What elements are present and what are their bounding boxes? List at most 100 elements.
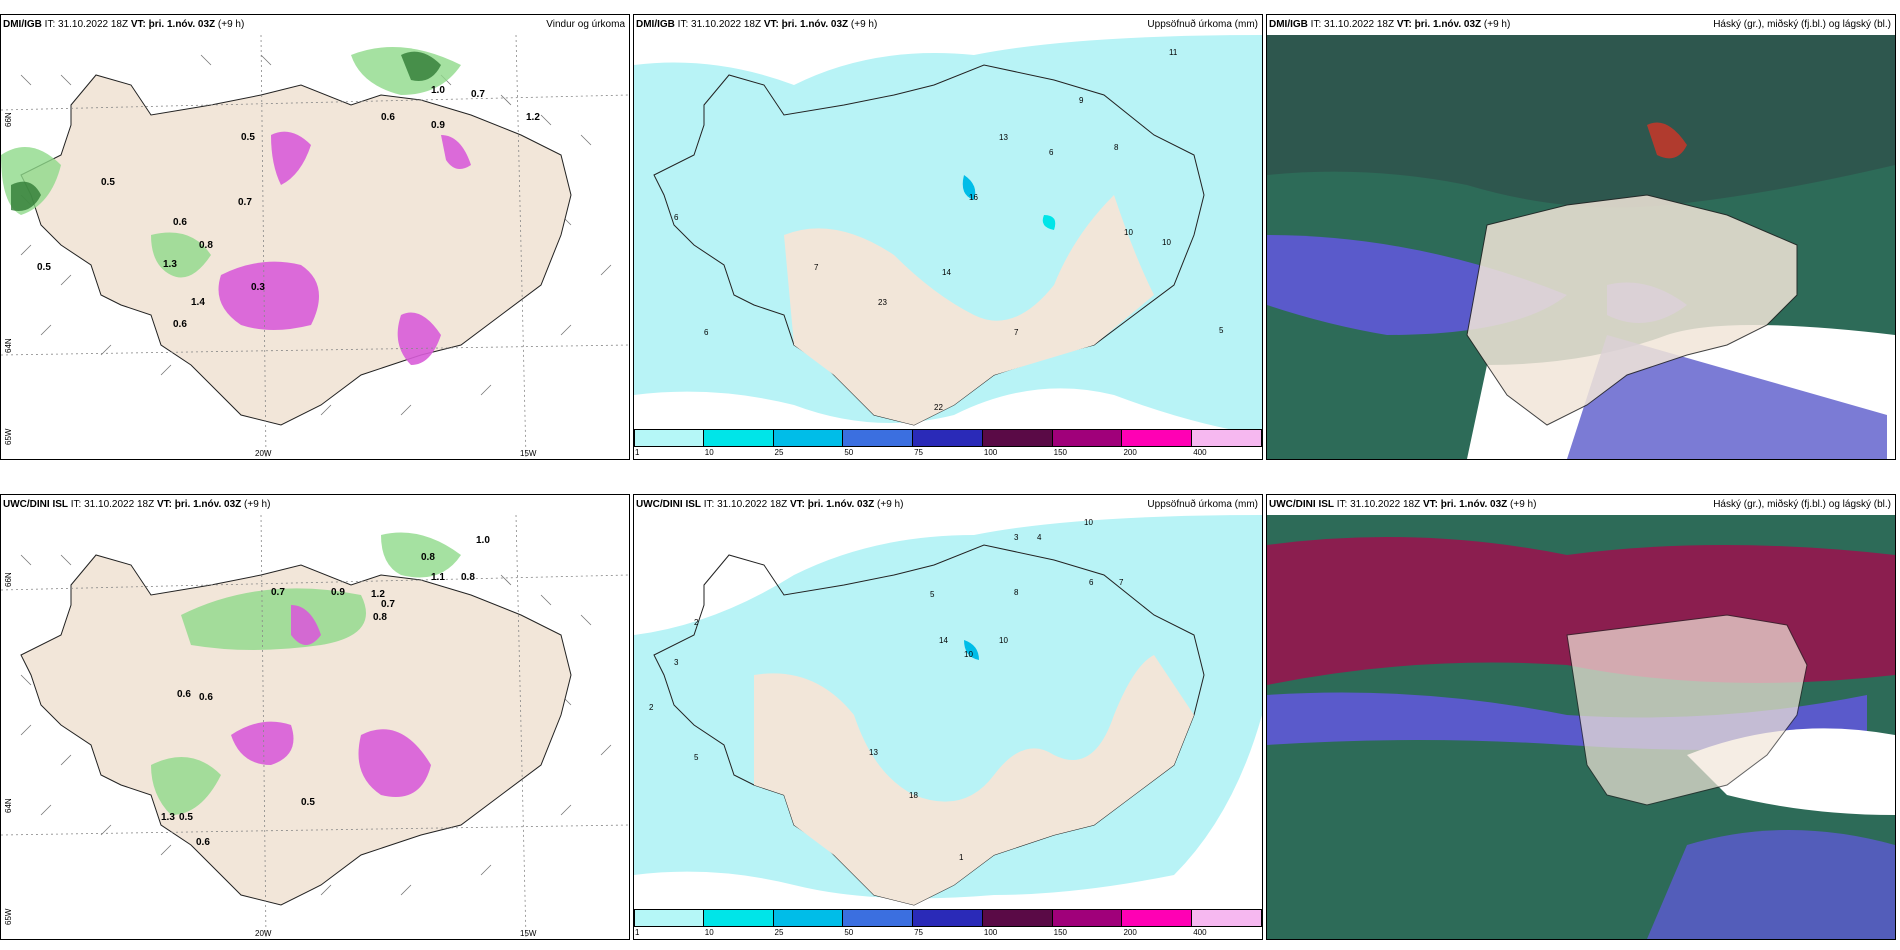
- colorbar-tick-label: 400: [1193, 928, 1207, 937]
- svg-text:5: 5: [930, 590, 935, 599]
- accum-precip-map: 10 3 4 6 7 8 5 14 10 10 13 2 3 2 5 18 1: [634, 515, 1262, 939]
- colorbar-swatch: [1122, 429, 1193, 447]
- cloud-cover-map: [1267, 515, 1895, 939]
- svg-text:3: 3: [674, 658, 679, 667]
- valid-time: þri. 1.nóv. 03Z: [148, 19, 216, 30]
- svg-text:22: 22: [934, 403, 943, 412]
- svg-text:0.5: 0.5: [37, 262, 51, 273]
- svg-text:6: 6: [1049, 148, 1054, 157]
- valid-time: þri. 1.nóv. 03Z: [781, 19, 849, 30]
- colorbar-tick-label: 75: [914, 448, 924, 457]
- lon-label-15w: 15W: [520, 449, 537, 458]
- init-time: 31.10.2022 18Z: [717, 499, 788, 510]
- init-time: 31.10.2022 18Z: [58, 19, 129, 30]
- panel-title: Vindur og úrkoma: [546, 19, 625, 30]
- panel-header: UWC/DINI ISL IT: 31.10.2022 18Z VT: þri.…: [1, 495, 629, 515]
- svg-text:0.6: 0.6: [199, 692, 213, 703]
- iceland-land: [1566, 614, 1808, 806]
- init-time: 31.10.2022 18Z: [1324, 19, 1395, 30]
- colorbar-tick-label: 200: [1123, 448, 1137, 457]
- panel-header: DMI/IGB IT: 31.10.2022 18Z VT: þri. 1.nó…: [1267, 15, 1895, 35]
- precip-value-labels: 11 13 9 8 6 16 6 7 10 10 14 23 6 7 5 22 …: [674, 48, 1224, 447]
- svg-text:0.6: 0.6: [196, 837, 210, 848]
- colorbar-tick-label: 25: [774, 448, 784, 457]
- svg-text:0.7: 0.7: [381, 599, 395, 610]
- colorbar-swatch: [634, 429, 704, 447]
- colorbar-tick-label: 75: [914, 928, 924, 937]
- svg-text:6: 6: [674, 213, 679, 222]
- svg-text:1: 1: [959, 853, 964, 862]
- model-name: DMI/IGB: [636, 19, 675, 30]
- lead-time: (+9 h): [1510, 499, 1537, 510]
- svg-text:0.8: 0.8: [421, 552, 435, 563]
- colorbar-swatch: [634, 909, 704, 927]
- svg-text:7: 7: [1119, 578, 1124, 587]
- colorbar-swatch: [843, 909, 914, 927]
- model-name: DMI/IGB: [3, 19, 42, 30]
- svg-text:0.9: 0.9: [331, 587, 345, 598]
- cloud-cover-map: [1267, 35, 1895, 459]
- colorbar-swatch: [703, 429, 774, 447]
- svg-text:10: 10: [1162, 238, 1171, 247]
- colorbar-tick-label: 150: [1053, 448, 1068, 457]
- svg-text:16: 16: [969, 193, 978, 202]
- lead-time: (+9 h): [1483, 19, 1511, 30]
- init-time: 31.10.2022 18Z: [84, 499, 155, 510]
- colorbar-tick-label: 1: [635, 448, 640, 457]
- valid-time: þri. 1.nóv. 03Z: [807, 499, 875, 510]
- colorbar-swatch: [773, 909, 844, 927]
- colorbar-tick-label: 25: [774, 928, 784, 937]
- colorbar-tick-label: 100: [983, 448, 998, 457]
- svg-text:1.0: 1.0: [431, 85, 445, 96]
- svg-text:2: 2: [649, 703, 654, 712]
- model-name: DMI/IGB: [1269, 19, 1308, 30]
- svg-text:0.5: 0.5: [241, 132, 255, 143]
- svg-text:23: 23: [878, 298, 887, 307]
- svg-text:10: 10: [964, 650, 973, 659]
- valid-time: þri. 1.nóv. 03Z: [1440, 499, 1508, 510]
- panel-accum-precip-dmi: DMI/IGB IT: 31.10.2022 18Z VT: þri. 1.nó…: [633, 14, 1263, 460]
- colorbar-swatch: [1122, 909, 1193, 927]
- valid-time: þri. 1.nóv. 03Z: [1414, 19, 1482, 30]
- lead-time: (+9 h): [244, 499, 271, 510]
- svg-text:2: 2: [694, 618, 699, 627]
- colorbar-tick-label: 100: [983, 928, 998, 937]
- panel-header: UWC/DINI ISL IT: 31.10.2022 18Z VT: þri.…: [634, 495, 1262, 515]
- svg-text:0.7: 0.7: [238, 197, 252, 208]
- svg-text:0.6: 0.6: [173, 319, 187, 330]
- init-time: 31.10.2022 18Z: [1350, 499, 1421, 510]
- svg-text:10: 10: [1084, 518, 1093, 527]
- precip-colorbar: 1 10 25 50 75 100 150 200 400: [634, 429, 1262, 459]
- svg-text:0.5: 0.5: [301, 797, 315, 808]
- svg-text:9: 9: [1079, 96, 1084, 105]
- svg-text:0.6: 0.6: [381, 112, 395, 123]
- model-name: UWC/DINI ISL: [1269, 499, 1334, 510]
- svg-text:8: 8: [1014, 588, 1019, 597]
- lat-label-66n: 66N: [4, 572, 13, 587]
- colorbar-tick-label: 10: [704, 448, 714, 457]
- svg-text:18: 18: [909, 791, 918, 800]
- colorbar-tick-label: 400: [1193, 448, 1207, 457]
- svg-text:0.9: 0.9: [431, 120, 445, 131]
- svg-text:6: 6: [1089, 578, 1094, 587]
- lead-time: (+9 h): [217, 19, 245, 30]
- lon-label-20w: 20W: [255, 929, 272, 938]
- precip-value-labels: 1.0 0.7 0.6 1.2 0.5 0.5 0.9 0.7 0.6 0.8 …: [37, 85, 540, 330]
- colorbar-tick-label: 50: [844, 448, 854, 457]
- panel-clouds-dmi: DMI/IGB IT: 31.10.2022 18Z VT: þri. 1.nó…: [1266, 14, 1896, 460]
- colorbar-tick-label: 200: [1123, 928, 1137, 937]
- svg-text:1.2: 1.2: [526, 112, 540, 123]
- svg-text:14: 14: [942, 268, 951, 277]
- iceland-land: [1466, 194, 1798, 426]
- svg-text:0.6: 0.6: [173, 217, 187, 228]
- colorbar-swatch: [843, 429, 914, 447]
- svg-text:4: 4: [1037, 533, 1042, 542]
- grid-lines: [1, 35, 629, 459]
- svg-text:6: 6: [704, 328, 709, 337]
- svg-text:0.6: 0.6: [177, 689, 191, 700]
- lat-label-bottom: 65W: [4, 908, 13, 925]
- svg-text:0.3: 0.3: [251, 282, 265, 293]
- colorbar-swatch: [773, 429, 844, 447]
- colorbar-swatch: [982, 909, 1053, 927]
- panel-title: Háský (gr.), miðský (fj.bl.) og lágský (…: [1713, 19, 1891, 30]
